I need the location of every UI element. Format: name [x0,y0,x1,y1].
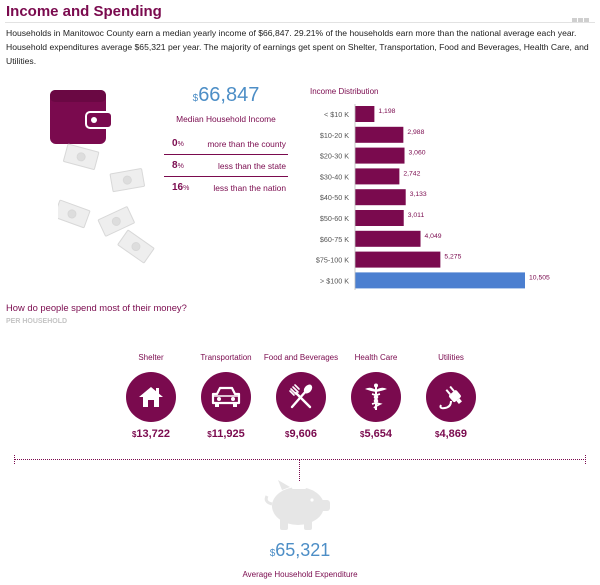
bar-value-label: 10,505 [529,274,550,281]
intro-text: Households in Manitowoc County earn a me… [6,28,589,66]
expenditure-currency: $ [269,548,276,559]
category-circle [201,372,251,422]
category-value: $5,654 [360,428,392,440]
spending-utilities: Utilities $4,869 [406,332,496,440]
comparison-text: less than the nation [213,183,286,193]
category-circle [351,372,401,422]
spending-health-care: Health Care $5,654 [331,332,421,440]
bar-category-label: $75-100 K [316,256,349,265]
category-label: Transportation [200,353,252,362]
money-bills-icon [58,143,155,264]
category-value: $4,869 [435,428,467,440]
median-income-value: $66,847 [162,84,290,107]
income-bar [355,251,441,268]
income-bar [355,189,406,206]
expenditure-value: $65,321 [220,540,380,561]
category-circle [126,372,176,422]
divider-connector [299,459,300,481]
comparison-pct: 8% [172,160,184,171]
bar-value-label: 2,988 [407,129,424,136]
chart-title: Income Distribution [310,87,379,96]
divider-cap-left [14,455,15,464]
category-label: Shelter [138,353,164,362]
bar-value-label: 5,275 [444,254,461,261]
bar-category-label: $20-30 K [320,152,349,161]
category-circle [426,372,476,422]
wallet-icon [50,90,113,144]
income-bar [355,272,525,289]
category-label: Food and Beverages [263,353,339,362]
comparison-pct: 0% [172,138,184,149]
car-icon [211,386,241,407]
category-label: Utilities [438,353,464,362]
page-title: Income and Spending [6,3,162,20]
comparison-divider [164,176,288,177]
income-bar [355,168,400,185]
bar-value-label: 3,133 [410,191,427,198]
spending-food-beverages: Food and Beverages $9,606 [256,332,346,440]
bar-value-label: 3,060 [409,150,426,157]
spending-subtitle: PER HOUSEHOLD [6,318,68,325]
bar-category-label: $10-20 K [320,131,349,140]
bar-value-label: 3,011 [408,212,425,219]
caduceus-icon [365,383,387,410]
bar-category-label: $30-40 K [320,172,349,181]
bar-category-label: $50-60 K [320,214,349,223]
income-bar [355,230,421,247]
bar-value-label: 1,198 [378,108,395,115]
comparison-text: more than the county [207,139,286,149]
bar-category-label: $60-75 K [320,235,349,244]
median-income-label: Median Household Income [176,114,276,124]
fork-spoon-icon [289,384,313,409]
income-bar [355,210,404,226]
category-circle [276,372,326,422]
spending-shelter: Shelter $13,722 [106,332,196,440]
title-divider [5,22,595,23]
spending-divider [14,459,586,460]
income-distribution-chart: < $10 K 1,198 $10-20 K 2,988 $20-30 K 3,060 $3… [316,104,550,290]
median-currency: $ [192,93,199,104]
income-bar [355,106,375,122]
spending-title: How do people spend most of their money? [6,302,187,313]
plug-icon [439,385,462,410]
income-bar [355,126,404,143]
expenditure-label: Average Household Expenditure [242,570,358,579]
comparison-nation: 16% less than the nation [164,176,288,198]
comparison-pct: 16% [172,182,190,193]
comparison-state: 8% less than the state [164,154,288,176]
category-value: $11,925 [207,428,245,440]
category-value: $9,606 [285,428,317,440]
median-number: 66,847 [198,84,260,106]
income-bar [355,147,405,164]
bar-category-label: $40-50 K [320,193,349,202]
bar-value-label: 2,742 [403,170,420,177]
category-label: Health Care [354,353,398,362]
bar-category-label: < $10 K [324,110,349,119]
divider-cap-right [585,455,586,464]
house-icon [139,387,163,407]
expenditure-number: 65,321 [275,540,331,560]
comparison-divider [164,154,288,155]
bar-category-label: > $100 K [320,276,349,285]
spending-transportation: Transportation $11,925 [181,332,271,440]
menu-icon[interactable] [572,10,592,23]
category-value: $13,722 [131,428,171,440]
comparison-text: less than the state [218,161,286,171]
comparison-county: 0% more than the county [164,132,288,154]
bar-value-label: 4,049 [425,233,442,240]
piggy-bank-icon [264,480,330,530]
